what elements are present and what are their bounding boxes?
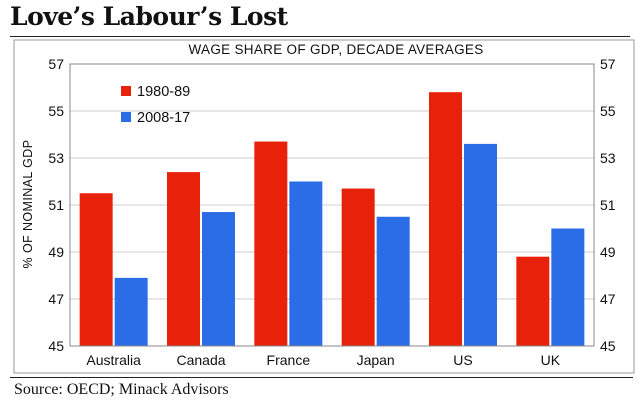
legend-label: 1980-89: [137, 84, 190, 100]
chart-frame: [13, 39, 635, 374]
bar-france-1980-89: [254, 141, 288, 346]
y-tick-label-left: 51: [48, 197, 64, 213]
bar-japan-1980-89: [341, 188, 375, 346]
bar-us-1980-89: [429, 92, 462, 346]
plot-area-border: [69, 63, 595, 347]
source-rule: [10, 377, 633, 378]
y-tick-label-left: 57: [48, 56, 64, 72]
bar-uk-1980-89: [516, 256, 550, 346]
grid-lines: [70, 63, 594, 347]
axis-ticks: 45 45 47 47 49 49 51 51 53 53 55 55 57 57 Australia Can…: [48, 56, 615, 368]
y-tick-label-left: 47: [48, 291, 64, 307]
title-rule: [10, 36, 630, 37]
y-tick-label-right: 49: [600, 244, 616, 260]
bar-uk-2008-17: [551, 228, 585, 346]
x-tick-label: Australia: [86, 352, 141, 368]
bar-canada-1980-89: [167, 172, 200, 346]
y-tick-label-right: 55: [600, 103, 616, 119]
bar-australia-2008-17: [114, 277, 148, 346]
page-title: Love’s Labour’s Lost: [10, 2, 288, 31]
legend-swatch: [121, 112, 131, 122]
y-tick-label-right: 47: [600, 291, 616, 307]
y-tick-label-left: 49: [48, 244, 64, 260]
x-tick-label: Canada: [176, 352, 225, 368]
bars: [79, 92, 585, 346]
bar-france-2008-17: [289, 181, 323, 346]
x-tick-label: UK: [541, 352, 561, 368]
y-tick-label-right: 57: [600, 56, 616, 72]
y-tick-label-right: 45: [600, 338, 616, 354]
y-axis-label: % OF NOMINAL GDP: [21, 140, 35, 269]
legend-label: 2008-17: [137, 110, 190, 126]
bar-canada-2008-17: [202, 212, 235, 346]
legend-swatch: [121, 86, 131, 96]
y-tick-label-left: 45: [48, 338, 64, 354]
source-note: Source: OECD; Minack Advisors: [14, 381, 229, 398]
y-tick-label-left: 53: [48, 150, 64, 166]
bar-australia-1980-89: [79, 193, 113, 346]
x-tick-label: Japan: [357, 352, 395, 368]
x-tick-label: US: [453, 352, 472, 368]
chart-title: WAGE SHARE OF GDP, DECADE AVERAGES: [188, 42, 483, 57]
y-tick-label-left: 55: [48, 103, 64, 119]
legend: 1980-89 2008-17: [121, 84, 190, 126]
bar-japan-2008-17: [376, 216, 410, 346]
y-tick-label-right: 53: [600, 150, 616, 166]
x-tick-label: France: [267, 352, 311, 368]
y-tick-label-right: 51: [600, 197, 616, 213]
bar-us-2008-17: [464, 143, 497, 346]
